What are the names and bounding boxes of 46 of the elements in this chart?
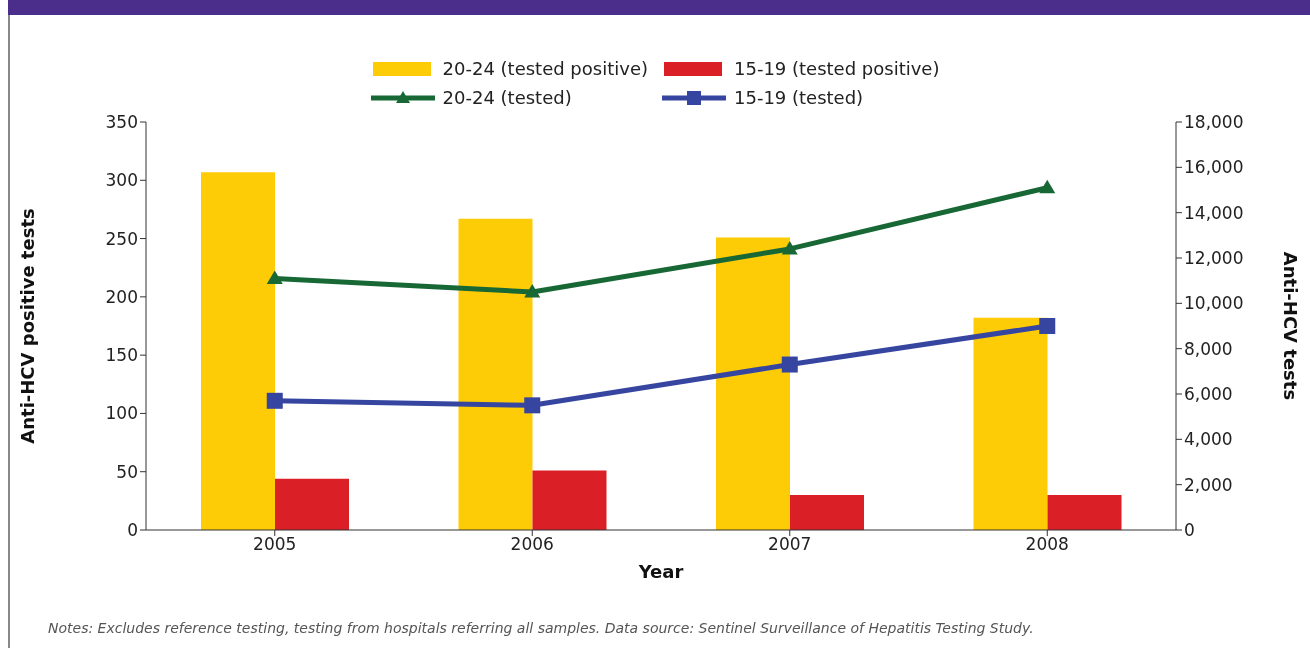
y2-tick-label: 14,000 — [1184, 202, 1244, 223]
point — [1039, 179, 1056, 194]
x-tick-label: 2007 — [768, 534, 812, 555]
legend-label: 20-24 (tested positive) — [442, 58, 648, 79]
y-tick-label: 200 — [105, 286, 138, 307]
legend-label: 15-19 (tested positive) — [734, 58, 940, 79]
bar — [275, 478, 349, 530]
point — [266, 392, 283, 409]
y2-tick-label: 12,000 — [1184, 248, 1244, 269]
y2-tick-label: 6,000 — [1184, 384, 1233, 405]
point — [524, 284, 541, 298]
y-tick-label: 250 — [105, 228, 138, 249]
y2-tick-label: 4,000 — [1184, 429, 1233, 450]
legend-label: 15-19 (tested) — [734, 87, 864, 108]
bar — [1047, 495, 1122, 530]
y-axis-title: Anti-HCV positive tests — [17, 208, 39, 444]
bar — [973, 317, 1048, 530]
y-tick-label: 300 — [105, 170, 138, 191]
x-tick-label: 2006 — [510, 534, 554, 555]
y2-tick-label: 0 — [1184, 520, 1195, 541]
bar — [201, 172, 275, 530]
text: Notes: Excludes reference testing, testing from hospitals referring all samples. Data source: Sentinel Surveillance of Hepatitis Testing Study. — [48, 620, 1034, 636]
y2-tick-label: 2,000 — [1184, 474, 1233, 495]
y2-tick-label: 10,000 — [1184, 293, 1244, 314]
point — [781, 356, 798, 373]
y2-tick-label: 8,000 — [1184, 338, 1233, 359]
point — [524, 397, 541, 414]
y2-tick-label: 16,000 — [1184, 157, 1244, 178]
bar — [532, 470, 607, 530]
y-tick-label: 50 — [116, 461, 138, 482]
bar — [716, 237, 790, 530]
x-tick-label: 2008 — [1025, 534, 1069, 555]
point — [1039, 318, 1056, 334]
bar — [790, 495, 864, 530]
point — [266, 270, 283, 284]
y-tick-label: 150 — [105, 345, 138, 366]
point — [781, 240, 798, 255]
y2-axis-title: Anti-HCV tests — [1279, 251, 1301, 401]
y2-tick-label: 18,000 — [1184, 112, 1244, 133]
x-tick-label: 2005 — [253, 534, 297, 555]
x-axis-title: Year — [637, 561, 684, 582]
bar — [458, 218, 533, 530]
y-tick-label: 100 — [105, 403, 138, 424]
y-tick-label: 0 — [127, 520, 138, 541]
legend-label: 20-24 (tested) — [442, 87, 572, 108]
y-tick-label: 350 — [105, 112, 138, 133]
